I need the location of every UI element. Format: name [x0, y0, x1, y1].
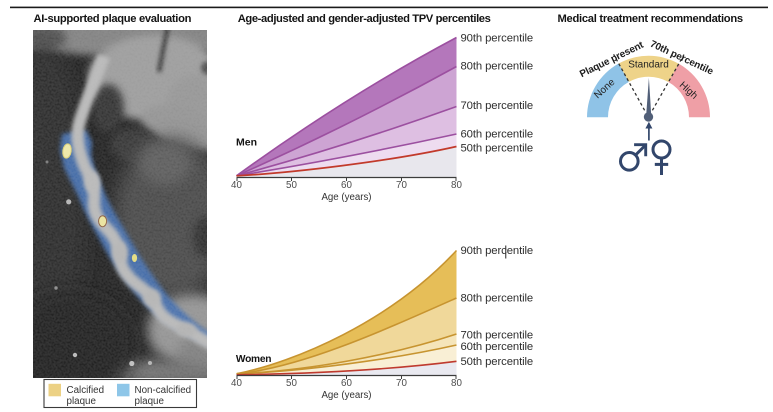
svg-text:plaque: plaque	[67, 396, 97, 407]
svg-text:70: 70	[396, 378, 407, 389]
svg-text:60: 60	[341, 378, 352, 389]
svg-text:AI-supported plaque evaluation: AI-supported plaque evaluation	[34, 13, 192, 25]
svg-text:90th percentile: 90th percentile	[461, 33, 534, 45]
svg-text:50th percentile: 50th percentile	[461, 142, 534, 154]
svg-text:60th percentile: 60th percentile	[461, 341, 534, 353]
svg-text:70th percentile: 70th percentile	[461, 100, 534, 112]
svg-text:Medical treatment recommendati: Medical treatment recommendations	[558, 13, 743, 25]
svg-text:60th percentile: 60th percentile	[461, 129, 534, 141]
svg-text:Non-calcified: Non-calcified	[135, 385, 192, 396]
svg-text:50: 50	[286, 180, 297, 191]
svg-text:Standard: Standard	[628, 60, 669, 71]
svg-text:Calcified: Calcified	[67, 385, 105, 396]
svg-text:70: 70	[396, 180, 407, 191]
svg-text:plaque: plaque	[135, 396, 165, 407]
svg-text:40: 40	[231, 378, 242, 389]
svg-text:60: 60	[341, 180, 352, 191]
svg-text:Men: Men	[236, 137, 257, 149]
svg-text:Women: Women	[236, 354, 271, 365]
svg-text:90th percentile: 90th percentile	[461, 245, 534, 257]
svg-text:50th percentile: 50th percentile	[461, 356, 534, 368]
svg-text:40: 40	[231, 180, 242, 191]
svg-text:80: 80	[451, 180, 462, 191]
svg-text:Age (years): Age (years)	[321, 390, 371, 401]
svg-text:Age (years): Age (years)	[321, 192, 371, 203]
svg-text:80th percentile: 80th percentile	[461, 292, 534, 304]
svg-text:50: 50	[286, 378, 297, 389]
svg-text:70th percentile: 70th percentile	[461, 329, 534, 341]
svg-text:80: 80	[451, 378, 462, 389]
svg-text:80th percentile: 80th percentile	[461, 61, 534, 73]
svg-text:Age-adjusted and gender-adjust: Age-adjusted and gender-adjusted TPV per…	[238, 13, 491, 25]
